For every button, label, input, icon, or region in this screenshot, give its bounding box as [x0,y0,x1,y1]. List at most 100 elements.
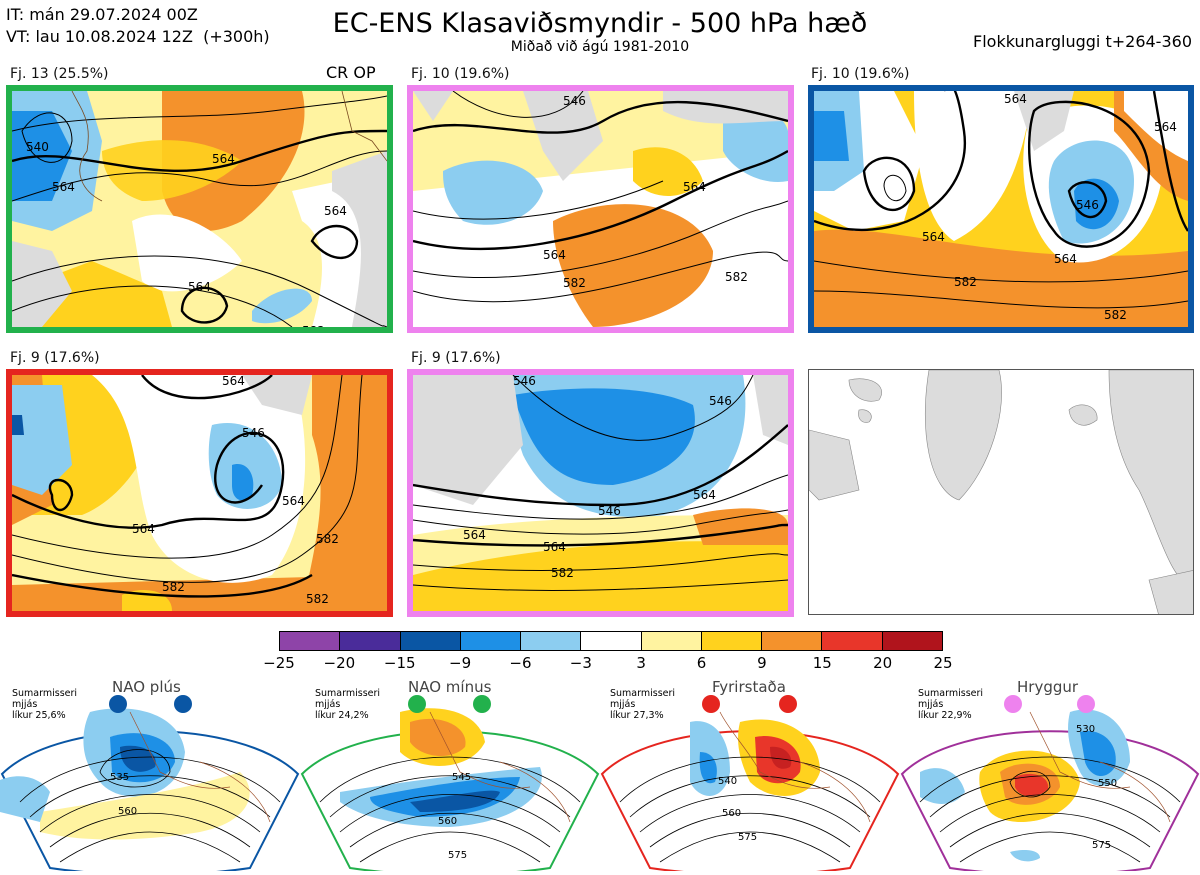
contour-label: 564 [1154,120,1177,134]
contour-label: 540 [26,140,49,154]
contour-label: 550 [1098,778,1117,789]
regime-nao-plus: 535 560 NAO plús Sumarmisseri mjjás líkur … [0,672,300,875]
contour-label: 564 [324,204,347,218]
contour-label: 564 [282,494,305,508]
colorbar-swatch [581,632,642,650]
cluster-1-tag: CR OP [326,63,376,82]
colorbar-swatch [822,632,883,650]
contour-label: 564 [1004,92,1027,106]
contour-label: 564 [188,280,211,294]
contour-label: 564 [52,180,75,194]
contour-label: 582 [551,566,574,580]
contour-label: 564 [132,522,155,536]
contour-label: 560 [118,806,137,817]
cluster-4-label: Fj. 9 (17.6%) [10,350,100,366]
regime-note: Sumarmisseri mjjás líkur 27,3% [610,688,676,721]
contour-label: 582 [306,592,329,606]
valid-time: VT: lau 10.08.2024 12Z (+300h) [6,27,270,46]
regime-note: Sumarmisseri mjjás líkur 24,2% [315,688,381,721]
contour-label: 546 [513,375,536,388]
contour-label: 546 [709,394,732,408]
colorbar-tick-label: −9 [449,654,472,672]
contour-label: 582 [316,532,339,546]
cluster-map-5: 546 546 546 564 564 564 582 [407,369,794,617]
colorbar-tick-label: −25 [263,654,295,672]
colorbar-tick-label: 3 [636,654,646,672]
page-title: EC-ENS Klasaviðsmyndir - 500 hPa hæð [332,8,868,39]
contour-label: 582 [1104,308,1127,322]
page-subtitle: Miðað við ágú 1981-2010 [510,39,690,55]
colorbar-tick-label: −20 [323,654,356,672]
regime-nao-minus: 545 560 575 NAO mínus Sumarmisseri mjjás l… [300,672,600,875]
contour-label: 582 [302,324,325,327]
contour-label: 564 [1054,252,1077,266]
cluster-map-3: 564 546 564 582 582 564 564 [808,85,1194,333]
contour-label: 530 [1076,724,1095,735]
contour-label: 575 [1092,840,1111,851]
contour-label: 582 [954,275,977,289]
regime-note: Sumarmisseri mjjás líkur 25,6% [12,688,78,721]
regime-marker-dot [174,695,192,713]
colorbar-swatch [762,632,823,650]
colorbar-tick-label: 25 [933,654,953,672]
colorbar-tick-label: −6 [509,654,532,672]
cluster-2-label: Fj. 10 (19.6%) [411,66,510,82]
header-info: IT: mán 29.07.2024 00Z VT: lau 10.08.2024… [6,4,270,48]
regime-marker-dot [1077,695,1095,713]
cluster-3-label: Fj. 10 (19.6%) [811,66,910,82]
regime-marker-dot [109,695,127,713]
contour-label: 564 [543,540,566,554]
contour-label: 582 [162,580,185,594]
colorbar-tick-label: 20 [873,654,893,672]
cluster-1-label: Fj. 13 (25.5%) [10,66,109,82]
cluster-map-4: 564 546 564 564 582 582 582 [6,369,393,617]
contour-label: 535 [110,772,129,783]
contour-label: 546 [1076,198,1099,212]
contour-label: 546 [563,94,586,108]
contour-label: 560 [722,808,741,819]
cluster-map-1: 540 564 564 564 564 582 [6,85,393,333]
contour-label: 560 [438,816,457,827]
colorbar-tick-label: −15 [383,654,416,672]
contour-label: 564 [543,248,566,262]
contour-label: 582 [725,270,748,284]
clustering-window: Flokkunargluggi t+264-360 [973,32,1192,51]
regime-name: Hryggur [1017,678,1079,696]
regime-marker-dot [1004,695,1022,713]
colorbar-swatch [641,632,702,650]
contour-label: 546 [598,504,621,518]
regime-ridge: 530 550 575 Hryggur Sumarmisseri mjjás lík… [900,672,1200,875]
regime-name: NAO mínus [408,678,492,696]
contour-label: 546 [242,426,265,440]
contour-label: 564 [922,230,945,244]
cluster-map-2: 546 564 564 582 582 [407,85,794,333]
contour-label: 540 [718,776,737,787]
colorbar-tick-label: 15 [812,654,832,672]
colorbar-swatch [521,632,582,650]
regime-marker-dot [408,695,426,713]
contour-label: 564 [463,528,486,542]
init-time: IT: mán 29.07.2024 00Z [6,5,198,24]
colorbar-swatch [460,632,522,650]
regime-marker-dot [702,695,720,713]
anomaly-colorbar [279,631,943,651]
colorbar-tick-label: 9 [757,654,767,672]
empty-map-panel [808,369,1194,615]
contour-label: 575 [448,850,467,861]
colorbar-tick-label: −3 [569,654,592,672]
colorbar-swatch [280,632,341,650]
contour-label: 564 [222,375,245,388]
regime-marker-dot [779,695,797,713]
contour-label: 575 [738,832,757,843]
contour-label: 564 [693,488,716,502]
regime-name: Fyrirstaða [712,678,786,696]
contour-label: 545 [452,772,471,783]
cluster-5-label: Fj. 9 (17.6%) [411,350,501,366]
colorbar-swatch [340,632,401,650]
regime-note: Sumarmisseri mjjás líkur 22,9% [918,688,984,721]
regime-marker-dot [473,695,491,713]
contour-label: 564 [683,180,706,194]
colorbar-tick-label: 6 [696,654,707,672]
regime-blocking: 540 560 575 Fyrirstaða Sumarmisseri mjjás… [600,672,900,875]
regime-name: NAO plús [112,678,181,696]
